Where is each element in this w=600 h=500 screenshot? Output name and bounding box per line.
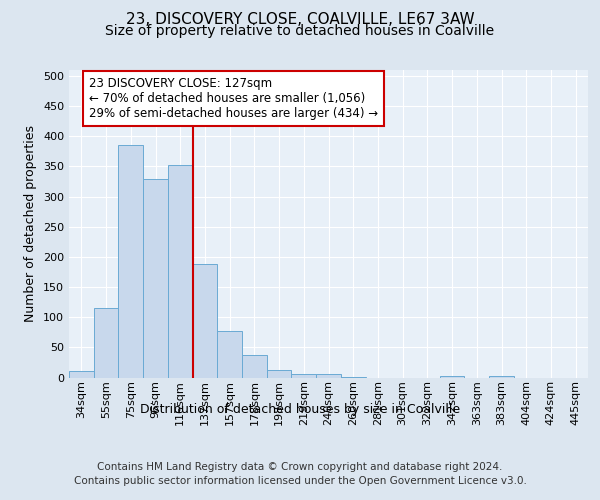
Bar (316, 374, 341, 378)
Bar (143, 178, 168, 378)
Y-axis label: Number of detached properties: Number of detached properties (25, 125, 37, 322)
Text: Contains HM Land Registry data © Crown copyright and database right 2024.
Contai: Contains HM Land Registry data © Crown c… (74, 462, 526, 486)
Bar (489, 376, 514, 378)
Bar (69, 372, 94, 378)
Bar (440, 376, 464, 378)
Text: Size of property relative to detached houses in Coalville: Size of property relative to detached ho… (106, 24, 494, 38)
Bar (217, 331, 242, 378)
Bar (267, 370, 292, 378)
Text: 23 DISCOVERY CLOSE: 127sqm
← 70% of detached houses are smaller (1,056)
29% of s: 23 DISCOVERY CLOSE: 127sqm ← 70% of deta… (89, 77, 378, 120)
Bar (94, 308, 118, 378)
Text: Distribution of detached houses by size in Coalville: Distribution of detached houses by size … (140, 402, 460, 415)
Bar (118, 146, 143, 378)
Bar (242, 354, 267, 378)
Bar (341, 377, 365, 378)
Text: 23, DISCOVERY CLOSE, COALVILLE, LE67 3AW: 23, DISCOVERY CLOSE, COALVILLE, LE67 3AW (125, 12, 475, 28)
Bar (193, 264, 217, 378)
Bar (292, 374, 316, 378)
Bar (168, 166, 193, 378)
